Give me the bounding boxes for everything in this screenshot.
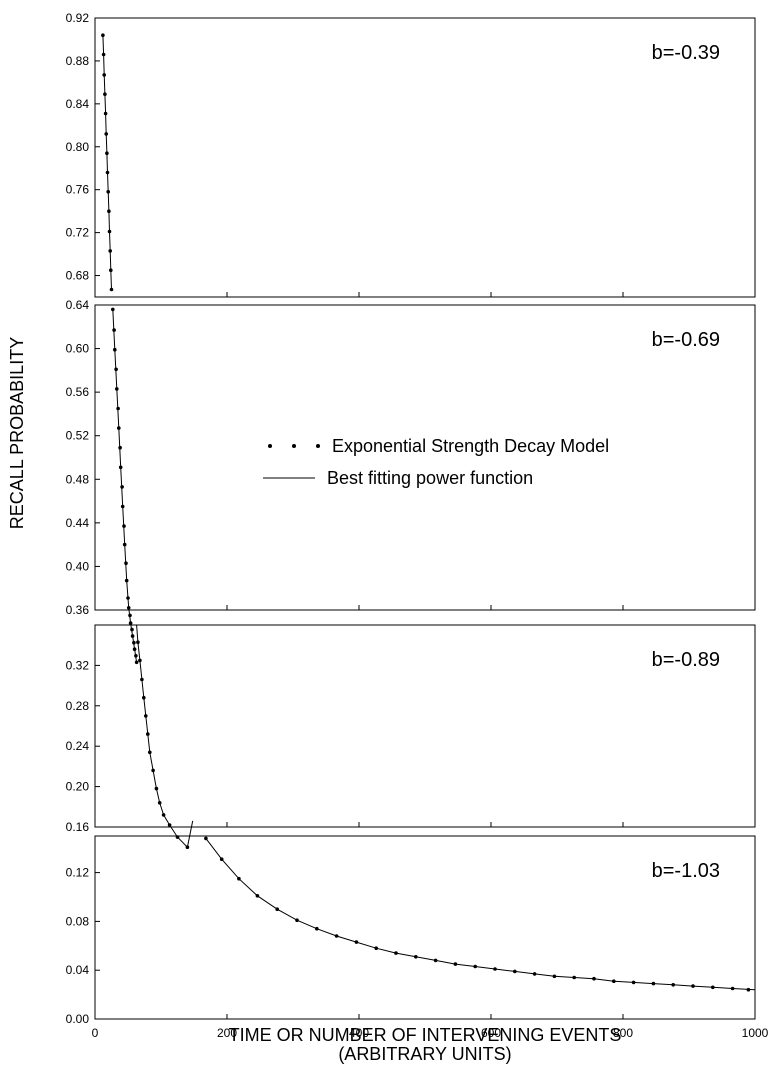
legend: Exponential Strength Decay Model Best fit… (263, 436, 609, 488)
legend-label-exponential: Exponential Strength Decay Model (332, 436, 609, 456)
panel-frame (94, 835, 756, 1020)
power-function-line (102, 35, 112, 290)
y-tick-label: 0.08 (66, 914, 90, 928)
y-tick-label: 0.92 (66, 11, 90, 25)
y-tick-label: 0.60 (66, 342, 90, 356)
x-tick-label: 0 (92, 1026, 99, 1040)
y-tick-label: 0.64 (66, 298, 90, 312)
y-tick-label: 0.44 (66, 516, 90, 530)
panel-frame (94, 624, 756, 828)
x-tick-label: 1000 (742, 1026, 769, 1040)
y-tick-label: 0.88 (66, 54, 90, 68)
legend-dotted-marker (292, 444, 296, 448)
panel-label: b=-0.39 (652, 42, 720, 64)
power-function-line (205, 838, 756, 991)
y-tick-label: 0.32 (66, 658, 90, 672)
y-tick-label: 0.40 (66, 559, 90, 573)
y-tick-label: 0.16 (66, 820, 90, 834)
panel-2: 0.36 0.40 0.44 0.48 0.52 0.56 0.60 0.64 b=-0.69 (66, 298, 756, 665)
y-tick-label: 0.00 (66, 1012, 90, 1026)
power-function-line (136, 624, 194, 849)
x-axis-title: TIME OR NUMBER OF INTERVENING EVENTS (229, 1025, 622, 1045)
legend-dotted-marker (268, 444, 272, 448)
y-tick-label: 0.68 (66, 269, 90, 283)
y-tick-label: 0.52 (66, 429, 90, 443)
panel-frame (94, 304, 756, 611)
legend-label-power: Best fitting power function (327, 468, 533, 488)
panel-4: 0.00 0.04 0.08 0.12 b=-1.03 (66, 835, 756, 1026)
y-tick-label: 0.56 (66, 385, 90, 399)
legend-dotted-marker (316, 444, 320, 448)
y-tick-label: 0.12 (66, 866, 90, 880)
x-axis-subtitle: (ARBITRARY UNITS) (338, 1044, 511, 1064)
panel-label: b=-0.89 (652, 649, 720, 671)
x-tick-label: 800 (613, 1026, 633, 1040)
y-tick-label: 0.80 (66, 140, 90, 154)
power-function-line (112, 309, 138, 663)
y-tick-label: 0.72 (66, 226, 90, 240)
x-tick-label: 200 (217, 1026, 237, 1040)
x-tick-label: 400 (349, 1026, 369, 1040)
panel-label: b=-1.03 (652, 860, 720, 882)
y-tick-label: 0.04 (66, 963, 90, 977)
y-axis-title: RECALL PROBABILITY (7, 337, 27, 529)
panel-3: 0.16 0.20 0.24 0.28 0.32 b=-0.89 (66, 624, 756, 849)
panel-1: 0.68 0.72 0.76 0.80 0.84 0.88 0.92 b=-0.39 (66, 11, 756, 298)
y-tick-label: 0.28 (66, 699, 90, 713)
panel-frame (94, 17, 756, 298)
exponential-point (101, 33, 105, 37)
y-tick-label: 0.24 (66, 739, 90, 753)
y-tick-label: 0.20 (66, 780, 90, 794)
x-tick-label: 600 (481, 1026, 501, 1040)
y-tick-label: 0.76 (66, 183, 90, 197)
y-tick-label: 0.36 (66, 603, 90, 617)
panel-label: b=-0.69 (652, 329, 720, 351)
y-tick-label: 0.48 (66, 472, 90, 486)
y-tick-label: 0.84 (66, 97, 90, 111)
